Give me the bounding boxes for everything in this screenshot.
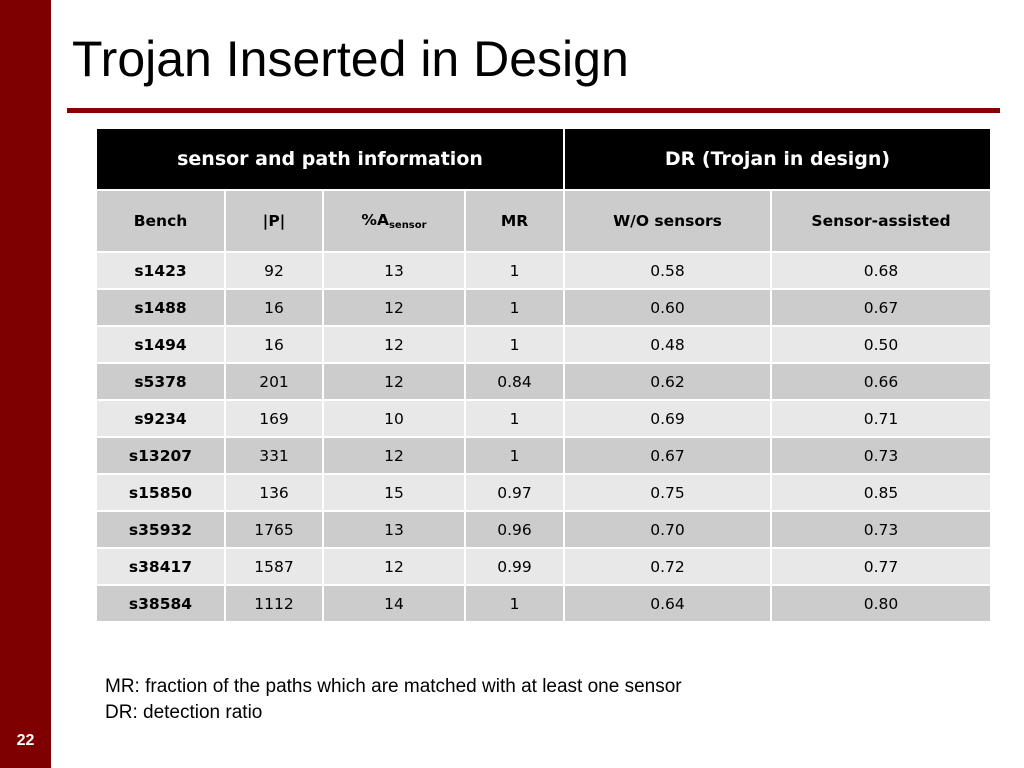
col-header-p: |P| [224,189,324,253]
group-header-row: sensor and path information DR (Trojan i… [95,127,992,191]
cell-p: 1112 [224,584,324,623]
cell-asensor: 13 [322,251,466,290]
table-row: s1423 92 13 1 0.58 0.68 [95,251,992,290]
col-header-asensor: %Asensor [322,189,466,253]
col-header-mr: MR [464,189,565,253]
cell-p: 201 [224,362,324,401]
cell-mr: 0.96 [464,510,565,549]
cell-mr: 1 [464,251,565,290]
results-table: sensor and path information DR (Trojan i… [95,127,992,623]
cell-bench: s1494 [95,325,226,364]
cell-wo-sensors: 0.69 [563,399,772,438]
table-row: s1488 16 12 1 0.60 0.67 [95,288,992,327]
group-header-sensor-path: sensor and path information [95,127,565,191]
table-row: s9234 169 10 1 0.69 0.71 [95,399,992,438]
table-row: s13207 331 12 1 0.67 0.73 [95,436,992,475]
cell-wo-sensors: 0.72 [563,547,772,586]
col-header-asensor-main: %A [361,211,389,229]
cell-mr: 1 [464,584,565,623]
footnotes: MR: fraction of the paths which are matc… [105,674,682,726]
cell-asensor: 12 [322,547,466,586]
cell-p: 16 [224,325,324,364]
cell-bench: s5378 [95,362,226,401]
cell-sensor-assisted: 0.73 [770,436,992,475]
cell-wo-sensors: 0.48 [563,325,772,364]
cell-asensor: 12 [322,436,466,475]
cell-asensor: 14 [322,584,466,623]
cell-wo-sensors: 0.58 [563,251,772,290]
cell-wo-sensors: 0.62 [563,362,772,401]
slide-title: Trojan Inserted in Design [72,31,629,87]
cell-mr: 1 [464,399,565,438]
table-row: s15850 136 15 0.97 0.75 0.85 [95,473,992,512]
cell-asensor: 12 [322,362,466,401]
cell-p: 1587 [224,547,324,586]
cell-asensor: 10 [322,399,466,438]
page-number: 22 [16,732,35,749]
sidebar-bar [0,0,51,768]
cell-asensor: 12 [322,288,466,327]
cell-bench: s38584 [95,584,226,623]
cell-mr: 0.84 [464,362,565,401]
cell-bench: s1423 [95,251,226,290]
cell-mr: 0.99 [464,547,565,586]
cell-p: 331 [224,436,324,475]
cell-wo-sensors: 0.75 [563,473,772,512]
cell-wo-sensors: 0.70 [563,510,772,549]
table-row: s38417 1587 12 0.99 0.72 0.77 [95,547,992,586]
cell-bench: s9234 [95,399,226,438]
cell-sensor-assisted: 0.66 [770,362,992,401]
table-row: s1494 16 12 1 0.48 0.50 [95,325,992,364]
col-header-sensor-assisted: Sensor-assisted [770,189,992,253]
cell-bench: s13207 [95,436,226,475]
cell-p: 1765 [224,510,324,549]
cell-bench: s38417 [95,547,226,586]
cell-sensor-assisted: 0.71 [770,399,992,438]
cell-wo-sensors: 0.60 [563,288,772,327]
col-header-asensor-sub: sensor [388,220,427,231]
cell-sensor-assisted: 0.73 [770,510,992,549]
cell-asensor: 15 [322,473,466,512]
cell-asensor: 12 [322,325,466,364]
cell-mr: 1 [464,436,565,475]
cell-wo-sensors: 0.67 [563,436,772,475]
cell-sensor-assisted: 0.50 [770,325,992,364]
table-row: s5378 201 12 0.84 0.62 0.66 [95,362,992,401]
footnote-dr: DR: detection ratio [105,702,263,723]
cell-p: 16 [224,288,324,327]
table-row: s38584 1112 14 1 0.64 0.80 [95,584,992,623]
cell-mr: 0.97 [464,473,565,512]
title-divider [67,108,1000,113]
table-row: s35932 1765 13 0.96 0.70 0.73 [95,510,992,549]
cell-mr: 1 [464,325,565,364]
cell-wo-sensors: 0.64 [563,584,772,623]
cell-bench: s35932 [95,510,226,549]
cell-sensor-assisted: 0.77 [770,547,992,586]
cell-sensor-assisted: 0.85 [770,473,992,512]
cell-sensor-assisted: 0.67 [770,288,992,327]
cell-sensor-assisted: 0.80 [770,584,992,623]
cell-asensor: 13 [322,510,466,549]
cell-bench: s15850 [95,473,226,512]
cell-p: 92 [224,251,324,290]
cell-p: 136 [224,473,324,512]
cell-bench: s1488 [95,288,226,327]
cell-sensor-assisted: 0.68 [770,251,992,290]
footnote-mr: MR: fraction of the paths which are matc… [105,676,682,697]
cell-mr: 1 [464,288,565,327]
group-header-dr: DR (Trojan in design) [563,127,992,191]
column-header-row: Bench |P| %Asensor MR W/O sensors Sensor… [95,189,992,253]
col-header-bench: Bench [95,189,226,253]
cell-p: 169 [224,399,324,438]
col-header-wo-sensors: W/O sensors [563,189,772,253]
